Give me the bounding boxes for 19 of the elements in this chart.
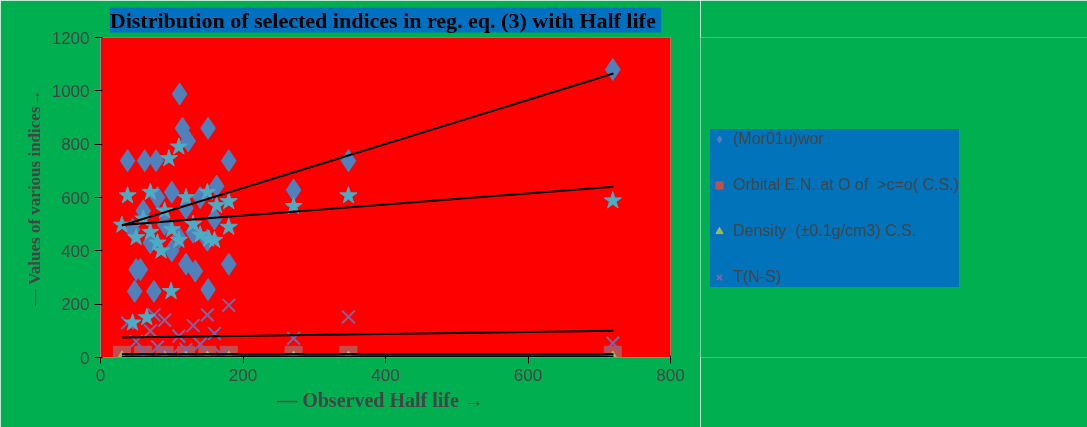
y-tick-label: 0: [80, 348, 90, 368]
legend-label: T(N-S): [733, 268, 781, 286]
legend-label: Density (±0.1g/cm3) C.S.: [733, 222, 917, 240]
y-tick-label: 1000: [51, 81, 90, 101]
legend-label: Orbital E.N. at O of >c=o( C.S.): [733, 176, 959, 194]
y-tick-label: 600: [61, 188, 90, 208]
chart-title: Distribution of selected indices in reg. eq. (3) with Half life: [109, 7, 656, 33]
x-tick-label: 400: [371, 365, 400, 385]
x-tick-label: 600: [513, 365, 543, 385]
y-tick-label: 200: [61, 295, 90, 315]
legend-label: (Mor01u)wor: [733, 130, 824, 148]
x-tick-label: 0: [95, 365, 106, 385]
y-tick-label: 1200: [51, 28, 90, 48]
y-tick-label: 400: [61, 241, 90, 261]
x-tick-label: 200: [228, 365, 258, 385]
x-axis-title: — Observed Half life →: [276, 388, 484, 411]
y-tick-label: 800: [61, 135, 90, 155]
y-axis-title: — Values of various indices→: [24, 89, 44, 307]
x-tick-label: 800: [656, 365, 685, 385]
